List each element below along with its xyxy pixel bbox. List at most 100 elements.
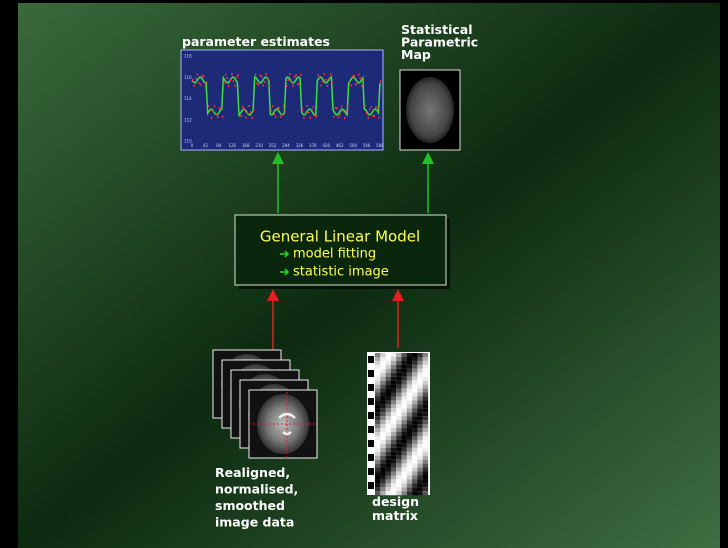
- matrix-cell: [407, 416, 412, 420]
- matrix-cell: [396, 416, 401, 420]
- matrix-block: [368, 398, 374, 405]
- matrix-cell: [380, 396, 385, 400]
- matrix-cell: [417, 456, 422, 460]
- matrix-block: [368, 356, 374, 363]
- matrix-cell: [407, 353, 412, 357]
- matrix-cell: [412, 452, 417, 456]
- matrix-cell: [402, 448, 407, 452]
- matrix-cell: [407, 369, 412, 373]
- matrix-cell: [402, 396, 407, 400]
- matrix-cell: [402, 377, 407, 381]
- matrix-cell: [417, 460, 422, 464]
- matrix-cell: [407, 381, 412, 385]
- matrix-cell: [391, 420, 396, 424]
- matrix-cell: [423, 472, 428, 476]
- plot-x-tick: 252: [269, 143, 277, 148]
- matrix-cell: [380, 357, 385, 361]
- matrix-cell: [402, 475, 407, 479]
- matrix-cell: [396, 408, 401, 412]
- matrix-cell: [396, 365, 401, 369]
- matrix-cell: [391, 404, 396, 408]
- matrix-cell: [423, 400, 428, 404]
- matrix-cell: [407, 472, 412, 476]
- matrix-cell: [412, 464, 417, 468]
- slide: parameter estimates 11811611411211004284…: [0, 0, 728, 548]
- matrix-cell: [407, 436, 412, 440]
- matrix-cell: [386, 436, 391, 440]
- matrix-cell: [391, 483, 396, 487]
- matrix-cell: [407, 408, 412, 412]
- matrix-cell: [402, 460, 407, 464]
- matrix-cell: [375, 424, 380, 428]
- matrix-cell: [375, 400, 380, 404]
- matrix-cell: [386, 479, 391, 483]
- plot-x-tick: 420: [322, 143, 330, 148]
- matrix-cell: [386, 404, 391, 408]
- matrix-cell: [402, 436, 407, 440]
- glm-title: General Linear Model: [260, 228, 420, 246]
- matrix-block: [368, 412, 374, 419]
- matrix-cell: [423, 357, 428, 361]
- matrix-block: [368, 440, 374, 447]
- matrix-cell: [423, 369, 428, 373]
- matrix-cell: [423, 424, 428, 428]
- matrix-cell: [391, 353, 396, 357]
- matrix-block: [368, 482, 374, 489]
- matrix-cell: [423, 479, 428, 483]
- matrix-cell: [402, 428, 407, 432]
- matrix-cell: [417, 389, 422, 393]
- matrix-cell: [386, 472, 391, 476]
- matrix-cell: [386, 420, 391, 424]
- matrix-cell: [380, 452, 385, 456]
- matrix-cell: [391, 444, 396, 448]
- design-matrix-label: designmatrix: [372, 494, 419, 523]
- matrix-cell: [380, 444, 385, 448]
- matrix-cell: [386, 373, 391, 377]
- matrix-cell: [417, 385, 422, 389]
- matrix-cell: [375, 420, 380, 424]
- matrix-cell: [380, 373, 385, 377]
- matrix-cell: [396, 400, 401, 404]
- matrix-cell: [375, 389, 380, 393]
- matrix-cell: [386, 381, 391, 385]
- matrix-cell: [386, 389, 391, 393]
- matrix-cell: [396, 440, 401, 444]
- matrix-cell: [396, 487, 401, 491]
- matrix-cell: [375, 357, 380, 361]
- matrix-cell: [391, 408, 396, 412]
- matrix-cell: [412, 416, 417, 420]
- matrix-cell: [402, 452, 407, 456]
- page: parameter estimates 11811611411211004284…: [0, 0, 728, 548]
- plot-x-tick: 210: [255, 143, 263, 148]
- matrix-cell: [423, 408, 428, 412]
- matrix-cell: [417, 432, 422, 436]
- matrix-cell: [412, 456, 417, 460]
- matrix-cell: [407, 460, 412, 464]
- matrix-cell: [375, 448, 380, 452]
- matrix-cell: [407, 479, 412, 483]
- matrix-cell: [375, 472, 380, 476]
- matrix-cell: [386, 464, 391, 468]
- matrix-cell: [396, 393, 401, 397]
- matrix-cell: [396, 428, 401, 432]
- matrix-cell: [380, 456, 385, 460]
- matrix-cell: [417, 369, 422, 373]
- matrix-cell: [412, 396, 417, 400]
- matrix-cell: [412, 412, 417, 416]
- matrix-cell: [402, 357, 407, 361]
- matrix-cell: [391, 361, 396, 365]
- matrix-cell: [417, 393, 422, 397]
- matrix-cell: [386, 444, 391, 448]
- matrix-cell: [407, 377, 412, 381]
- matrix-cell: [407, 357, 412, 361]
- matrix-cell: [396, 361, 401, 365]
- matrix-cell: [423, 377, 428, 381]
- matrix-cell: [402, 420, 407, 424]
- matrix-cell: [423, 491, 428, 495]
- matrix-cell: [402, 440, 407, 444]
- matrix-cell: [412, 436, 417, 440]
- matrix-cell: [396, 472, 401, 476]
- matrix-cell: [375, 365, 380, 369]
- matrix-cell: [417, 444, 422, 448]
- matrix-cell: [375, 369, 380, 373]
